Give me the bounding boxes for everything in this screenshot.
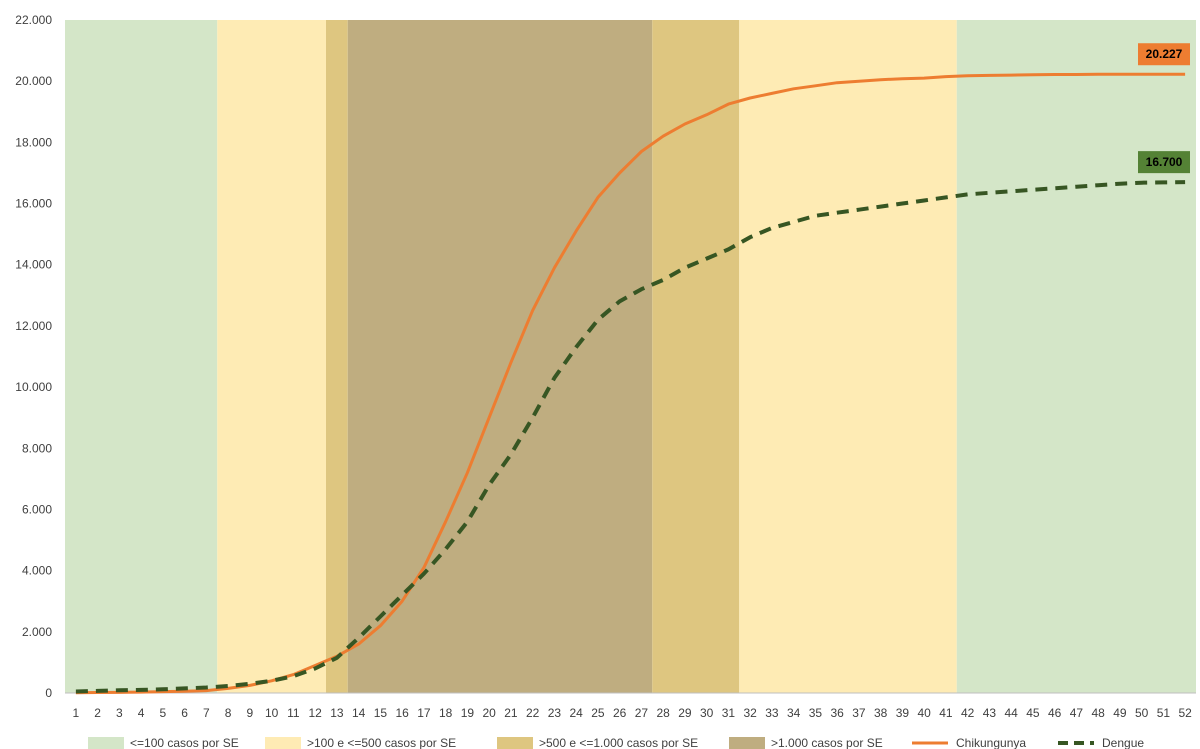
x-tick-label: 38 xyxy=(874,706,888,720)
y-tick-label: 16.000 xyxy=(15,197,52,211)
x-tick-label: 27 xyxy=(635,706,649,720)
legend: <=100 casos por SE >100 e <=500 casos por… xyxy=(88,736,1144,749)
legend-label-band-4: >1.000 casos por SE xyxy=(771,736,883,749)
series-dengue-line xyxy=(75,180,1186,694)
x-tick-label: 6 xyxy=(181,706,188,720)
x-tick-label: 13 xyxy=(330,706,344,720)
legend-label-dengue: Dengue xyxy=(1102,736,1144,749)
x-tick-label: 12 xyxy=(308,706,322,720)
x-tick-label: 3 xyxy=(116,706,123,720)
y-tick-label: 8.000 xyxy=(22,441,52,455)
x-tick-label: 19 xyxy=(461,706,475,720)
y-tick-label: 6.000 xyxy=(22,502,52,516)
band-7 xyxy=(956,20,1196,693)
x-tick-label: 8 xyxy=(225,706,232,720)
x-tick-label: 17 xyxy=(417,706,431,720)
x-tick-label: 37 xyxy=(852,706,866,720)
x-tick-label: 22 xyxy=(526,706,540,720)
y-tick-label: 0 xyxy=(45,686,52,700)
y-tick-label: 2.000 xyxy=(22,625,52,639)
x-tick-label: 28 xyxy=(656,706,670,720)
x-tick-label: 36 xyxy=(830,706,844,720)
x-tick-label: 43 xyxy=(983,706,997,720)
end-label-chikungunya-box xyxy=(1138,43,1190,66)
band-1 xyxy=(65,20,218,693)
x-tick-label: 47 xyxy=(1070,706,1084,720)
x-tick-label: 7 xyxy=(203,706,210,720)
x-tick-label: 18 xyxy=(439,706,453,720)
x-tick-label: 32 xyxy=(743,706,757,720)
y-tick-label: 14.000 xyxy=(15,258,52,272)
x-tick-label: 25 xyxy=(591,706,605,720)
x-tick-label: 24 xyxy=(569,706,583,720)
x-tick-label: 9 xyxy=(247,706,254,720)
legend-label-band-3: >500 e <=1.000 casos por SE xyxy=(539,736,698,749)
x-tick-label: 11 xyxy=(287,706,300,720)
x-tick-label: 1 xyxy=(73,706,80,720)
x-axis-tick-labels: 1 2 3 4 5 6 7 8 9 10 11 12 13 14 15 16 17 18 19 20 21 22 23 24 2… xyxy=(73,706,1193,720)
x-tick-label: 42 xyxy=(961,706,975,720)
x-tick-label: 26 xyxy=(613,706,627,720)
band-4 xyxy=(347,20,653,693)
legend-swatch-band-4 xyxy=(729,737,765,749)
y-tick-label: 22.000 xyxy=(15,13,52,27)
legend-swatch-band-1 xyxy=(88,737,124,749)
series-lines xyxy=(75,72,1186,695)
x-tick-label: 21 xyxy=(504,706,518,720)
x-tick-label: 31 xyxy=(722,706,736,720)
x-tick-label: 39 xyxy=(896,706,910,720)
legend-swatch-band-3 xyxy=(497,737,533,749)
x-tick-label: 40 xyxy=(917,706,931,720)
x-tick-label: 20 xyxy=(482,706,496,720)
legend-label-band-2: >100 e <=500 casos por SE xyxy=(307,736,456,749)
band-2 xyxy=(217,20,326,693)
x-tick-label: 16 xyxy=(395,706,409,720)
x-tick-label: 45 xyxy=(1026,706,1040,720)
y-axis-tick-labels: 0 2.000 4.000 6.000 8.000 10.000 12.000 14.000 1… xyxy=(15,13,52,700)
x-tick-label: 29 xyxy=(678,706,692,720)
x-tick-label: 15 xyxy=(374,706,388,720)
legend-swatch-band-2 xyxy=(265,737,301,749)
x-tick-label: 49 xyxy=(1113,706,1127,720)
y-tick-label: 18.000 xyxy=(15,135,52,149)
x-tick-label: 4 xyxy=(138,706,145,720)
x-tick-label: 35 xyxy=(809,706,823,720)
x-tick-label: 51 xyxy=(1157,706,1171,720)
legend-label-chikungunya: Chikungunya xyxy=(956,736,1026,749)
x-tick-label: 30 xyxy=(700,706,714,720)
x-tick-label: 33 xyxy=(765,706,779,720)
x-tick-label: 50 xyxy=(1135,706,1149,720)
end-label-chikungunya-text: 20.227 xyxy=(1146,47,1183,61)
band-5 xyxy=(652,20,740,693)
background-bands xyxy=(65,20,1196,693)
band-6 xyxy=(739,20,957,693)
x-tick-label: 23 xyxy=(548,706,562,720)
x-tick-label: 14 xyxy=(352,706,366,720)
y-tick-label: 10.000 xyxy=(15,380,52,394)
y-tick-label: 20.000 xyxy=(15,74,52,88)
end-label-dengue-text: 16.700 xyxy=(1146,155,1183,169)
x-tick-label: 52 xyxy=(1178,706,1192,720)
x-tick-label: 5 xyxy=(160,706,167,720)
y-tick-label: 4.000 xyxy=(22,564,52,578)
legend-label-band-1: <=100 casos por SE xyxy=(130,736,239,749)
x-tick-label: 34 xyxy=(787,706,801,720)
x-tick-label: 46 xyxy=(1048,706,1062,720)
y-tick-label: 12.000 xyxy=(15,319,52,333)
band-3 xyxy=(326,20,348,693)
end-value-labels: 20.227 16.700 xyxy=(1138,43,1190,174)
end-label-dengue-box xyxy=(1138,151,1190,174)
x-tick-label: 41 xyxy=(939,706,953,720)
x-tick-label: 2 xyxy=(94,706,101,720)
x-tick-label: 48 xyxy=(1091,706,1105,720)
x-tick-label: 10 xyxy=(265,706,279,720)
x-tick-label: 44 xyxy=(1004,706,1018,720)
